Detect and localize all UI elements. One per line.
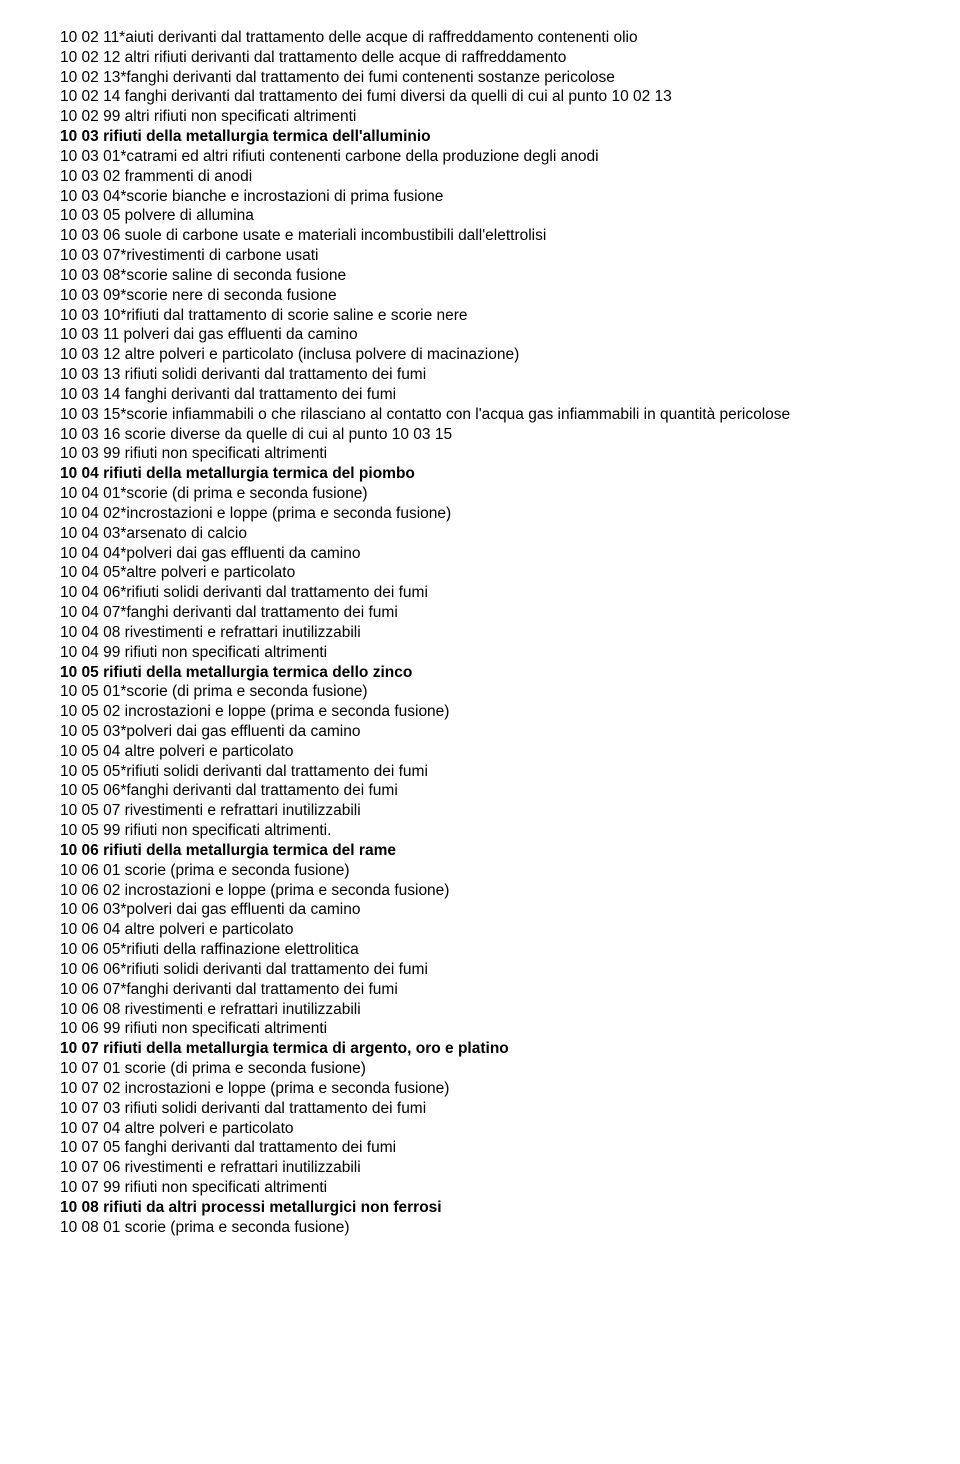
waste-code-entry: 10 03 08*scorie saline di seconda fusion… (60, 266, 900, 286)
waste-code-entry: 10 07 99 rifiuti non specificati altrime… (60, 1178, 900, 1198)
waste-code-entry: 10 03 09*scorie nere di seconda fusione (60, 286, 900, 306)
document-page: 10 02 11*aiuti derivanti dal trattamento… (0, 0, 960, 1278)
section-header: 10 08 rifiuti da altri processi metallur… (60, 1198, 900, 1218)
waste-code-entry: 10 05 02 incrostazioni e loppe (prima e … (60, 702, 900, 722)
waste-code-entry: 10 05 03*polveri dai gas effluenti da ca… (60, 722, 900, 742)
waste-code-entry: 10 04 01*scorie (di prima e seconda fusi… (60, 484, 900, 504)
waste-code-entry: 10 04 02*incrostazioni e loppe (prima e … (60, 504, 900, 524)
waste-code-entry: 10 04 03*arsenato di calcio (60, 524, 900, 544)
section-header: 10 03 rifiuti della metallurgia termica … (60, 127, 900, 147)
waste-code-entry: 10 07 03 rifiuti solidi derivanti dal tr… (60, 1099, 900, 1119)
waste-code-entry: 10 07 04 altre polveri e particolato (60, 1119, 900, 1139)
waste-code-entry: 10 04 99 rifiuti non specificati altrime… (60, 643, 900, 663)
waste-code-entry: 10 06 08 rivestimenti e refrattari inuti… (60, 1000, 900, 1020)
waste-code-entry: 10 03 12 altre polveri e particolato (in… (60, 345, 900, 365)
waste-code-entry: 10 08 01 scorie (prima e seconda fusione… (60, 1218, 900, 1238)
waste-code-entry: 10 05 01*scorie (di prima e seconda fusi… (60, 682, 900, 702)
waste-code-entry: 10 06 06*rifiuti solidi derivanti dal tr… (60, 960, 900, 980)
section-header: 10 06 rifiuti della metallurgia termica … (60, 841, 900, 861)
waste-code-entry: 10 07 06 rivestimenti e refrattari inuti… (60, 1158, 900, 1178)
waste-code-entry: 10 06 04 altre polveri e particolato (60, 920, 900, 940)
waste-code-entry: 10 02 13*fanghi derivanti dal trattament… (60, 68, 900, 88)
waste-code-entry: 10 03 11 polveri dai gas effluenti da ca… (60, 325, 900, 345)
section-header: 10 04 rifiuti della metallurgia termica … (60, 464, 900, 484)
waste-code-entry: 10 02 11*aiuti derivanti dal trattamento… (60, 28, 900, 48)
waste-code-entry: 10 06 01 scorie (prima e seconda fusione… (60, 861, 900, 881)
waste-code-entry: 10 03 15*scorie infiammabili o che rilas… (60, 405, 900, 425)
waste-code-entry: 10 07 05 fanghi derivanti dal trattament… (60, 1138, 900, 1158)
waste-code-entry: 10 05 04 altre polveri e particolato (60, 742, 900, 762)
waste-code-entry: 10 03 02 frammenti di anodi (60, 167, 900, 187)
waste-code-entry: 10 03 14 fanghi derivanti dal trattament… (60, 385, 900, 405)
waste-code-entry: 10 03 16 scorie diverse da quelle di cui… (60, 425, 900, 445)
waste-code-entry: 10 03 05 polvere di allumina (60, 206, 900, 226)
waste-code-entry: 10 03 99 rifiuti non specificati altrime… (60, 444, 900, 464)
waste-code-entry: 10 05 06*fanghi derivanti dal trattament… (60, 781, 900, 801)
waste-code-entry: 10 03 13 rifiuti solidi derivanti dal tr… (60, 365, 900, 385)
waste-code-entry: 10 07 01 scorie (di prima e seconda fusi… (60, 1059, 900, 1079)
waste-code-entry: 10 03 06 suole di carbone usate e materi… (60, 226, 900, 246)
waste-code-entry: 10 05 05*rifiuti solidi derivanti dal tr… (60, 762, 900, 782)
waste-code-entry: 10 03 04*scorie bianche e incrostazioni … (60, 187, 900, 207)
waste-code-entry: 10 04 08 rivestimenti e refrattari inuti… (60, 623, 900, 643)
waste-code-entry: 10 04 07*fanghi derivanti dal trattament… (60, 603, 900, 623)
waste-code-entry: 10 03 01*catrami ed altri rifiuti conten… (60, 147, 900, 167)
waste-code-entry: 10 02 99 altri rifiuti non specificati a… (60, 107, 900, 127)
waste-code-entry: 10 06 05*rifiuti della raffinazione elet… (60, 940, 900, 960)
waste-code-entry: 10 03 07*rivestimenti di carbone usati (60, 246, 900, 266)
waste-code-entry: 10 04 05*altre polveri e particolato (60, 563, 900, 583)
waste-code-entry: 10 06 02 incrostazioni e loppe (prima e … (60, 881, 900, 901)
waste-code-entry: 10 05 99 rifiuti non specificati altrime… (60, 821, 900, 841)
waste-code-entry: 10 02 12 altri rifiuti derivanti dal tra… (60, 48, 900, 68)
waste-code-entry: 10 04 06*rifiuti solidi derivanti dal tr… (60, 583, 900, 603)
waste-code-entry: 10 04 04*polveri dai gas effluenti da ca… (60, 544, 900, 564)
waste-code-entry: 10 06 99 rifiuti non specificati altrime… (60, 1019, 900, 1039)
section-header: 10 05 rifiuti della metallurgia termica … (60, 663, 900, 683)
section-header: 10 07 rifiuti della metallurgia termica … (60, 1039, 900, 1059)
waste-code-entry: 10 06 03*polveri dai gas effluenti da ca… (60, 900, 900, 920)
waste-code-entry: 10 02 14 fanghi derivanti dal trattament… (60, 87, 900, 107)
waste-code-entry: 10 03 10*rifiuti dal trattamento di scor… (60, 306, 900, 326)
waste-code-entry: 10 07 02 incrostazioni e loppe (prima e … (60, 1079, 900, 1099)
waste-code-entry: 10 06 07*fanghi derivanti dal trattament… (60, 980, 900, 1000)
waste-code-entry: 10 05 07 rivestimenti e refrattari inuti… (60, 801, 900, 821)
